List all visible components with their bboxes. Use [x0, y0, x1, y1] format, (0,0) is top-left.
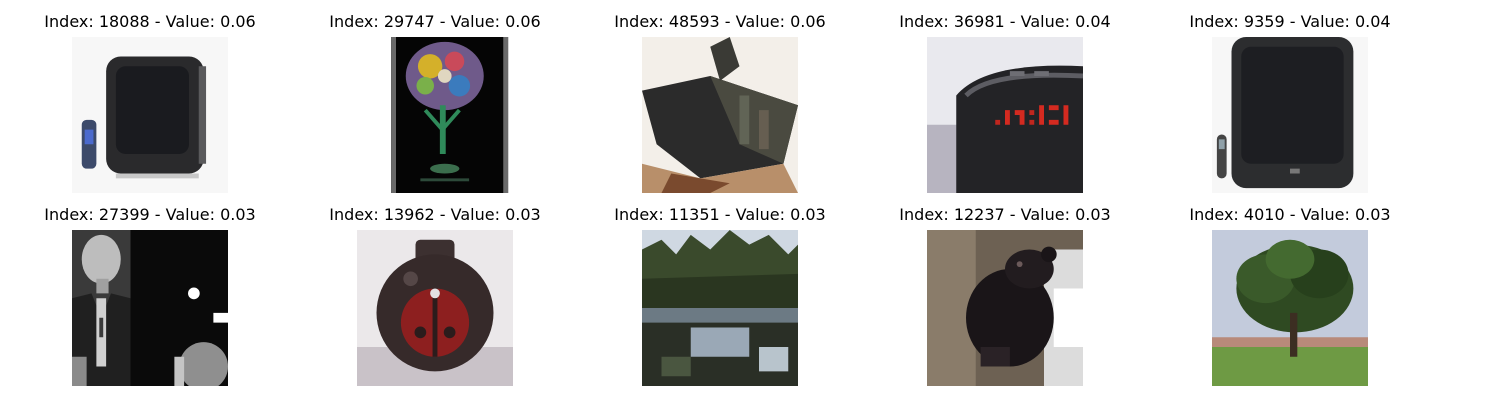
panel-title: Index: 12237 - Value: 0.03	[899, 205, 1111, 224]
panel-title: Index: 9359 - Value: 0.04	[1189, 12, 1391, 31]
thumbnail-image	[357, 230, 513, 386]
image-panel-9: Index: 12237 - Value: 0.03	[855, 193, 1155, 386]
image-panel-8: Index: 11351 - Value: 0.03	[570, 193, 870, 386]
image-panel-4: Index: 36981 - Value: 0.04	[855, 0, 1155, 193]
panel-title: Index: 48593 - Value: 0.06	[614, 12, 826, 31]
thumbnail-image	[927, 230, 1083, 386]
image-panel-7: Index: 13962 - Value: 0.03	[285, 193, 585, 386]
image-panel-6: Index: 27399 - Value: 0.03	[0, 193, 300, 386]
image-panel-10: Index: 4010 - Value: 0.03	[1140, 193, 1440, 386]
panel-title: Index: 11351 - Value: 0.03	[614, 205, 826, 224]
thumbnail-image	[1212, 230, 1368, 386]
image-panel-5: Index: 9359 - Value: 0.04	[1140, 0, 1440, 193]
image-panel-3: Index: 48593 - Value: 0.06	[570, 0, 870, 193]
image-panel-1: Index: 18088 - Value: 0.06	[0, 0, 300, 193]
panel-title: Index: 4010 - Value: 0.03	[1189, 205, 1391, 224]
panel-title: Index: 18088 - Value: 0.06	[44, 12, 256, 31]
thumbnail-image	[1212, 37, 1368, 193]
thumbnail-image	[357, 37, 513, 193]
image-panel-2: Index: 29747 - Value: 0.06	[285, 0, 585, 193]
thumbnail-image	[72, 230, 228, 386]
thumbnail-image	[642, 230, 798, 386]
panel-title: Index: 36981 - Value: 0.04	[899, 12, 1111, 31]
panel-title: Index: 13962 - Value: 0.03	[329, 205, 541, 224]
thumbnail-image	[927, 37, 1083, 193]
panel-title: Index: 29747 - Value: 0.06	[329, 12, 541, 31]
panel-title: Index: 27399 - Value: 0.03	[44, 205, 256, 224]
thumbnail-image	[72, 37, 228, 193]
thumbnail-image	[642, 37, 798, 193]
